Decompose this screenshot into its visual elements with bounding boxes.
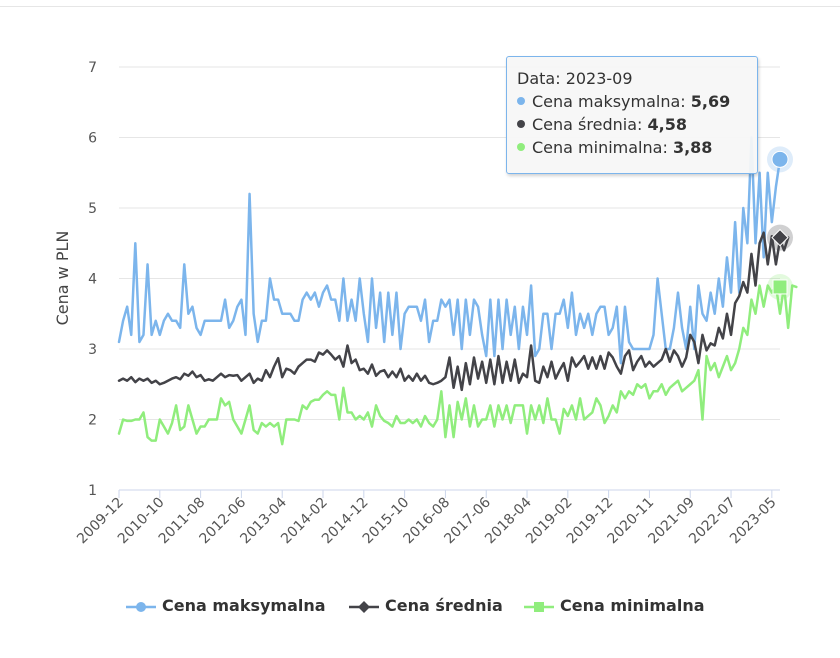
legend-circle-icon — [126, 601, 156, 612]
hover-markers[interactable] — [767, 146, 793, 300]
avg-dot-icon — [517, 120, 525, 128]
tooltip-row-max: Cena maksymalna: 5,69 — [517, 90, 747, 113]
legend: Cena maksymalna Cena średnia Cena minima… — [0, 593, 840, 619]
tooltip-row-min-name: Cena minimalna — [532, 138, 663, 157]
tooltip-row-max-value: 5,69 — [690, 92, 731, 111]
tooltip-date-value: 2023-09 — [565, 69, 633, 88]
tooltip-row-avg-name: Cena średnia — [532, 115, 637, 134]
legend-item-min[interactable]: Cena minimalna — [524, 593, 705, 619]
marker-diamond — [771, 228, 789, 247]
min-dot-icon — [517, 143, 525, 151]
series-line-min — [117, 284, 798, 446]
top-divider — [0, 6, 840, 7]
y-axis: 1 2 3 4 5 6 7 — [88, 60, 97, 499]
y-tick-label: 5 — [88, 201, 97, 217]
tooltip-date-label: Data: — [517, 69, 561, 88]
series-line-avg — [117, 231, 790, 392]
hover-marker-diamond[interactable] — [767, 224, 793, 251]
tooltip-row-avg-value: 4,58 — [647, 115, 687, 134]
y-axis-title: Cena w PLN — [53, 231, 72, 326]
y-tick-label: 1 — [88, 483, 97, 499]
legend-label-max: Cena maksymalna — [162, 596, 326, 615]
y-tick-label: 6 — [88, 131, 97, 147]
tooltip-row-min-value: 3,88 — [672, 138, 713, 157]
legend-diamond-icon — [349, 600, 379, 613]
y-tick-label: 2 — [88, 413, 97, 429]
y-tick-label: 4 — [88, 272, 97, 288]
tooltip: Data: 2023-09 Cena maksymalna: 5,69 Cena… — [506, 56, 758, 174]
tooltip-row-avg: Cena średnia: 4,58 — [517, 113, 747, 136]
y-tick-label: 3 — [88, 342, 97, 358]
series-line-max — [117, 136, 782, 365]
legend-label-min: Cena minimalna — [560, 596, 705, 615]
marker-square — [772, 279, 788, 295]
tooltip-row-max-name: Cena maksymalna — [532, 92, 681, 111]
price-line-chart[interactable]: 1 2 3 4 5 6 7 Cena w PLN 2009-122010-102011-08… — [0, 0, 840, 590]
legend-item-avg[interactable]: Cena średnia — [349, 593, 503, 619]
hover-marker-circle[interactable] — [767, 146, 793, 173]
tooltip-row-min: Cena minimalna: 3,88 — [517, 136, 747, 159]
legend-square-icon — [524, 601, 554, 612]
x-axis: 2009-122010-102011-082012-062013-042014-… — [74, 489, 780, 547]
y-tick-label: 7 — [88, 60, 97, 76]
max-dot-icon — [517, 97, 525, 105]
marker-circle — [771, 150, 789, 168]
series-lines — [117, 136, 798, 446]
tooltip-date-row: Data: 2023-09 — [517, 67, 747, 90]
legend-label-avg: Cena średnia — [385, 596, 503, 615]
legend-item-max[interactable]: Cena maksymalna — [126, 593, 326, 619]
hover-marker-square[interactable] — [767, 273, 793, 300]
